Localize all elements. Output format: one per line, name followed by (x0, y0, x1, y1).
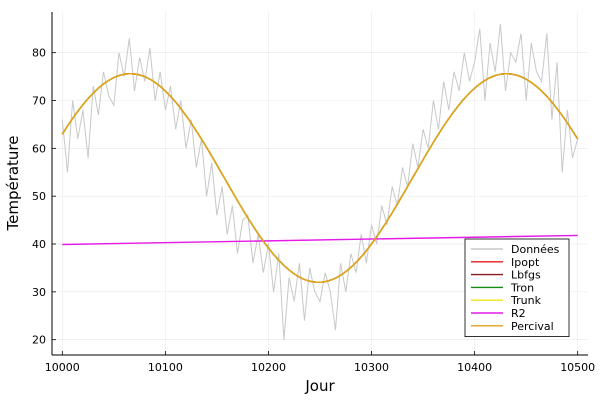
x-axis-label: Jour (304, 377, 335, 395)
y-tick-label: 50 (32, 190, 46, 203)
axes (51, 12, 588, 356)
legend-label: Ipopt (511, 256, 540, 269)
legend-label: Trunk (510, 294, 542, 307)
y-tick-label: 80 (32, 47, 46, 60)
legend-label: Percival (511, 320, 554, 333)
y-tick-label: 60 (32, 142, 46, 155)
tick-labels: 10000 10100 10200 10300 10400 10500 20 30 40 50 60… (32, 47, 595, 374)
y-tick-label: 70 (32, 95, 46, 108)
x-tick-label: 10300 (354, 361, 389, 374)
y-axis-label: Température (4, 135, 22, 231)
legend-label: Données (511, 243, 560, 256)
x-tick-label: 10400 (457, 361, 492, 374)
y-tick-label: 40 (32, 238, 46, 251)
y-tick-label: 30 (32, 286, 46, 299)
plot-area (61, 23, 579, 340)
x-tick-label: 10100 (148, 361, 183, 374)
legend-label: Lbfgs (511, 269, 541, 282)
grid (52, 12, 588, 355)
series-line-percival (61, 72, 579, 283)
y-tick-label: 20 (32, 334, 46, 347)
x-tick-label: 10500 (560, 361, 595, 374)
legend-label: R2 (511, 307, 526, 320)
series-line-r2 (62, 234, 578, 246)
series-line-donnees (61, 23, 579, 340)
legend-label: Tron (510, 281, 534, 294)
x-tick-label: 10000 (45, 361, 80, 374)
x-tick-label: 10200 (251, 361, 286, 374)
